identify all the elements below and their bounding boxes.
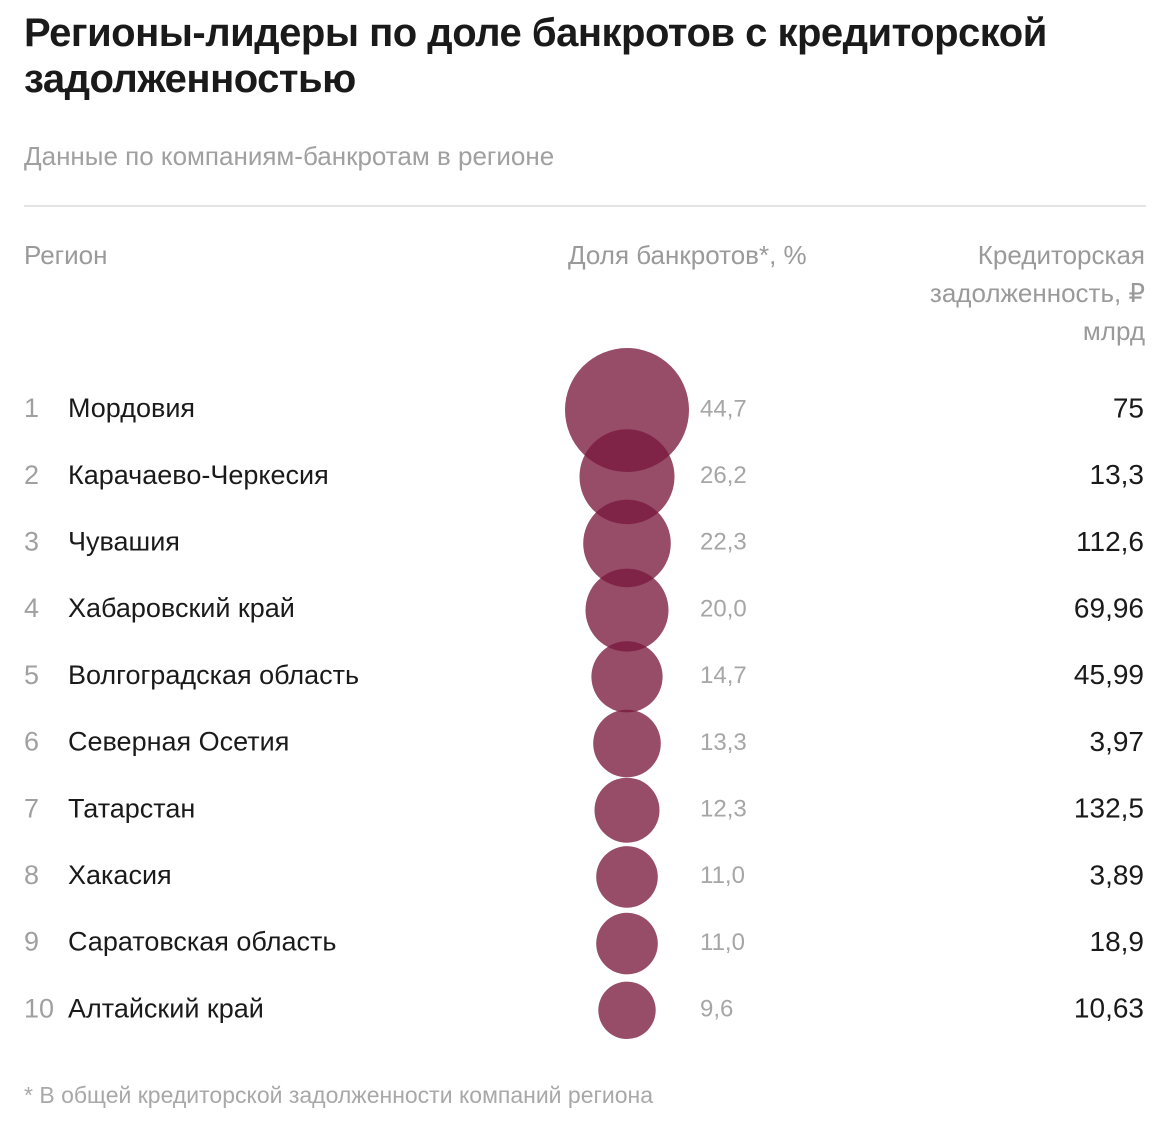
row-region-9: Саратовская область: [68, 927, 336, 957]
row-rank-5: 5: [24, 660, 39, 690]
row-rank-2: 2: [24, 460, 39, 490]
row-debt-5: 45,99: [1074, 659, 1144, 690]
row-share-3: 22,3: [700, 529, 747, 556]
row-share-4: 20,0: [700, 595, 747, 622]
chart-subtitle: Данные по компаниям-банкротам в регионе: [24, 141, 555, 171]
row-rank-7: 7: [24, 793, 39, 823]
bubble-9: [596, 912, 658, 975]
row-share-2: 26,2: [700, 462, 747, 489]
row-share-7: 12,3: [700, 796, 747, 823]
row-debt-6: 3,97: [1090, 726, 1145, 757]
bubble-8: [596, 846, 658, 908]
row-rank-8: 8: [24, 860, 39, 890]
bubble-10: [598, 981, 656, 1039]
bubble-3: [583, 499, 671, 588]
column-header-share: Доля банкротов*, %: [568, 240, 807, 270]
row-region-3: Чувашия: [68, 527, 180, 557]
bubble-2: [579, 429, 675, 525]
row-share-6: 13,3: [700, 729, 747, 756]
row-debt-1: 75: [1113, 392, 1144, 423]
row-share-1: 44,7: [700, 395, 747, 422]
bubbles-group: [565, 348, 689, 1039]
row-region-1: Мордовия: [68, 393, 195, 423]
bubble-7: [594, 777, 660, 843]
row-rank-6: 6: [24, 727, 39, 757]
row-region-8: Хакасия: [68, 860, 172, 890]
row-debt-8: 3,89: [1090, 859, 1145, 890]
row-region-10: Алтайский край: [68, 993, 264, 1023]
chart-title: Регионы-лидеры по доле банкротов с креди…: [24, 11, 1047, 101]
row-region-7: Татарстан: [68, 793, 195, 823]
row-debt-7: 132,5: [1074, 793, 1144, 824]
footnote: * В общей кредиторской задолженности ком…: [24, 1082, 654, 1108]
row-region-4: Хабаровский край: [68, 593, 295, 623]
row-region-5: Волгоградская область: [68, 660, 359, 690]
row-rank-10: 10: [24, 993, 54, 1023]
row-share-5: 14,7: [700, 662, 747, 689]
row-share-9: 11,0: [700, 929, 745, 956]
row-rank-4: 4: [24, 593, 39, 623]
row-rank-9: 9: [24, 927, 39, 957]
header-divider: [24, 205, 1146, 207]
row-debt-10: 10,63: [1074, 993, 1144, 1024]
bubble-5: [591, 641, 663, 713]
row-debt-4: 69,96: [1074, 592, 1144, 623]
row-debt-2: 13,3: [1090, 459, 1145, 490]
row-debt-3: 112,6: [1076, 526, 1144, 557]
column-header-region: Регион: [24, 240, 108, 270]
row-region-2: Карачаево-Черкесия: [68, 460, 329, 490]
row-region-6: Северная Осетия: [68, 727, 289, 757]
bubble-4: [585, 568, 669, 652]
bubble-6: [593, 709, 661, 778]
row-rank-3: 3: [24, 527, 39, 557]
column-header-debt: Кредиторская задолженность, ₽ млрд: [929, 240, 1145, 346]
row-share-10: 9,6: [700, 996, 733, 1023]
row-texts-group: 1 Мордовия 44,7 752 Карачаево-Черкесия 26,2 13…: [24, 392, 1144, 1023]
row-debt-9: 18,9: [1090, 926, 1145, 957]
row-share-8: 11,0: [700, 862, 745, 889]
row-rank-1: 1: [24, 393, 39, 423]
